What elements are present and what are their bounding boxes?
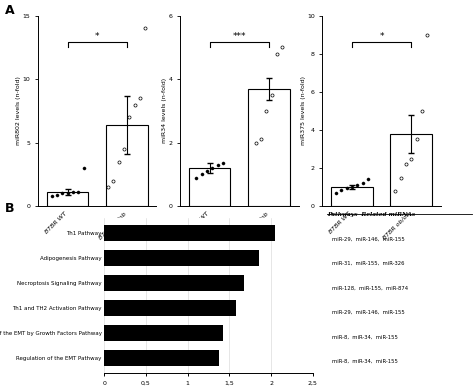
Point — [58, 190, 66, 196]
Point — [203, 168, 211, 174]
Point — [268, 92, 275, 98]
Text: miR-128,  miR-155,  miR-874: miR-128, miR-155, miR-874 — [332, 286, 408, 291]
Point — [69, 189, 77, 195]
Point — [364, 176, 372, 182]
Point — [337, 187, 345, 193]
Point — [279, 44, 286, 51]
Point — [209, 165, 216, 171]
Point — [392, 188, 399, 194]
Point — [257, 137, 265, 143]
Text: B: B — [5, 202, 14, 215]
Text: ***: *** — [233, 32, 246, 41]
Point — [413, 137, 420, 143]
Text: *: * — [95, 32, 100, 41]
Text: *: * — [379, 32, 384, 41]
Point — [354, 182, 361, 188]
Point — [332, 190, 340, 196]
Bar — [189, 168, 230, 206]
Point — [104, 184, 112, 190]
Point — [120, 146, 128, 152]
Point — [192, 175, 200, 181]
Point — [263, 108, 270, 114]
Point — [348, 184, 356, 190]
Point — [53, 192, 61, 198]
Text: miR-29,  miR-146,  miR-155: miR-29, miR-146, miR-155 — [332, 237, 404, 242]
Bar — [104, 300, 236, 316]
Text: A: A — [5, 4, 14, 17]
Point — [219, 160, 227, 166]
Point — [214, 162, 221, 168]
Bar — [104, 250, 259, 266]
Text: miR-8,  miR-34,  miR-155: miR-8, miR-34, miR-155 — [332, 335, 398, 340]
Y-axis label: miR375 levels (n-fold): miR375 levels (n-fold) — [301, 76, 306, 145]
Point — [418, 108, 426, 114]
Point — [109, 178, 117, 184]
Point — [126, 114, 133, 120]
Bar — [248, 89, 290, 206]
Point — [397, 175, 404, 181]
Point — [74, 188, 82, 194]
Text: miR-29,  miR-146,  miR-155: miR-29, miR-146, miR-155 — [332, 310, 404, 315]
Point — [252, 140, 259, 146]
Point — [273, 51, 281, 57]
Bar — [104, 350, 219, 366]
Y-axis label: miR34 levels (n-fold): miR34 levels (n-fold) — [162, 78, 167, 144]
Text: miR-8,  miR-34,  miR-155: miR-8, miR-34, miR-155 — [332, 359, 398, 364]
Bar — [104, 225, 275, 241]
Point — [48, 193, 55, 199]
Point — [64, 190, 71, 196]
Point — [80, 165, 87, 171]
Y-axis label: miR802 levels (n-fold): miR802 levels (n-fold) — [16, 76, 21, 145]
Point — [423, 32, 431, 38]
Point — [115, 159, 123, 165]
Bar — [104, 325, 223, 341]
Text: Pathways  Related miRNAs: Pathways Related miRNAs — [327, 212, 415, 217]
Point — [142, 25, 149, 32]
Bar — [331, 187, 373, 206]
Point — [343, 185, 350, 191]
Point — [402, 161, 410, 167]
Bar — [47, 192, 88, 206]
Bar — [104, 275, 245, 291]
Point — [137, 95, 144, 101]
Bar — [391, 134, 432, 206]
Point — [408, 156, 415, 162]
Text: miR-31,  miR-155,  miR-326: miR-31, miR-155, miR-326 — [332, 261, 404, 266]
Point — [131, 102, 138, 108]
Point — [198, 171, 206, 177]
Point — [359, 180, 366, 186]
Bar — [106, 125, 147, 206]
